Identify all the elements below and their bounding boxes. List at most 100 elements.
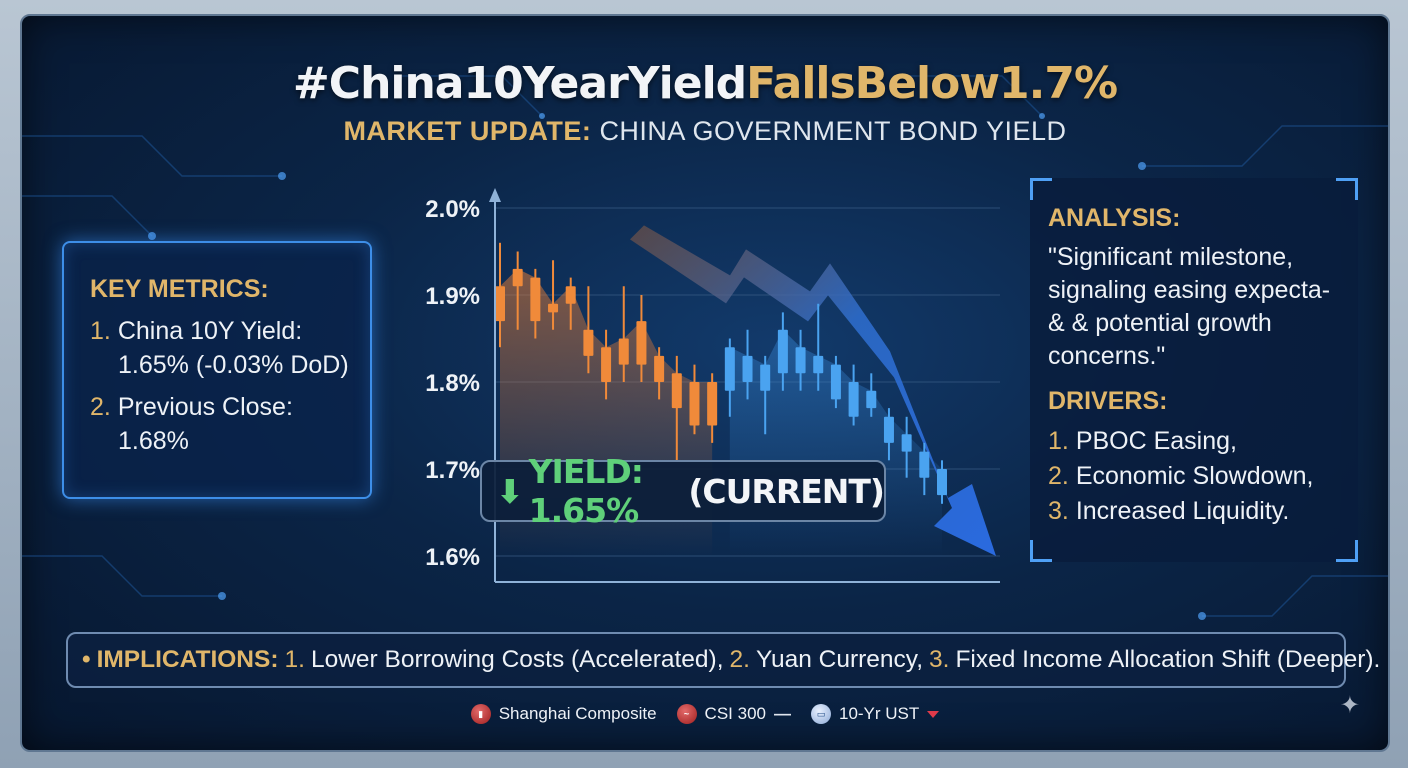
candle-body [901,434,912,452]
subtitle-part2: CHINA GOVERNMENT BOND YIELD [599,116,1067,146]
driver-text: Increased Liquidity. [1075,497,1290,525]
candle-body [848,382,859,417]
y-tick-label: 1.7% [425,457,480,484]
quote-line: concerns." [1048,342,1166,370]
callout-suffix: (CURRENT) [688,471,885,511]
driver-number: 1. [1048,427,1069,455]
quote-line: "Significant milestone, [1048,243,1294,271]
candle-body [830,364,841,400]
key-metrics-heading: KEY METRICS: [90,275,269,303]
driver-item: 2. Economic Slowdown, [1048,459,1358,494]
metric-item: 2. Previous Close: [90,390,370,424]
implication-text: Fixed Income Allocation Shift (Deeper). [955,646,1381,673]
y-tick-label: 1.9% [425,283,480,310]
driver-text: Economic Slowdown, [1075,462,1314,490]
metric-number: 2. [90,393,111,421]
implication-text: Yuan Currency, [755,646,924,673]
implications-bar: • IMPLICATIONS: 1. Lower Borrowing Costs… [66,632,1380,688]
ticker-10yr-ust[interactable]: ▭ 10-Yr UST [810,704,940,724]
ticker-label: Shanghai Composite [498,704,657,723]
metric-label: Previous Close: [117,393,293,421]
candle-body [795,347,806,374]
candle-body [565,286,576,304]
y-tick-label: 2.0% [425,196,480,223]
candle-body [548,303,559,313]
metric-value: 1.68% [118,427,189,455]
analysis-panel: ANALYSIS: "Significant milestone, signal… [1030,178,1358,562]
analysis-quote: "Significant milestone, signaling easing… [1048,241,1358,373]
candle-body [583,329,594,356]
y-tick-label: 1.6% [425,544,480,571]
corner-bracket [1336,540,1358,562]
implication-number: 3. [929,646,950,673]
ticker-csi-300[interactable]: ~ CSI 300 — [676,704,791,724]
candle-body [866,390,877,409]
candle-body [742,355,753,382]
title-part1: #China10YearYield [292,58,747,109]
y-axis-arrow [489,188,501,202]
page-title: #China10YearYieldFallsBelow1.7% [22,58,1388,109]
candle-body [813,355,824,374]
candle-body [530,277,541,322]
candle-body [919,451,930,478]
driver-text: PBOC Easing, [1075,427,1237,455]
down-arrow-icon: ⬇ [496,471,524,511]
candle-body [618,338,629,365]
key-metrics-panel: KEY METRICS: 1. China 10Y Yield: 1.65% (… [62,241,372,499]
implications-bullet: • [82,646,91,673]
quote-line: & & potential growth [1048,309,1272,337]
subtitle-part1: MARKET UPDATE: [343,116,592,146]
ticker-label: 10-Yr UST [838,704,920,723]
current-yield-callout: ⬇ YIELD: 1.65% (CURRENT) [480,452,886,530]
implication-text: Lower Borrowing Costs (Accelerated), [310,646,724,673]
metric-label: China 10Y Yield: [117,317,303,345]
shanghai-composite-icon: ▮ [470,704,491,724]
candle-body [601,347,612,382]
candle-body [636,321,647,365]
candle-body [707,382,718,426]
circuit-background [22,75,1388,620]
ticker-shanghai-composite[interactable]: ▮ Shanghai Composite [470,704,657,724]
metric-number: 1. [90,317,111,345]
candle-body [777,329,788,374]
corner-bracket [1030,540,1052,562]
metric-value: 1.65% (-0.03% DoD) [118,351,349,379]
driver-item: 1. PBOC Easing, [1048,424,1358,459]
implications-heading: IMPLICATIONS: [96,646,279,673]
ticker-strip: ▮ Shanghai Composite ~ CSI 300 — ▭ 10-Yr… [22,704,1388,724]
implication-number: 2. [729,646,750,673]
driver-number: 3. [1048,497,1069,525]
trend-arrow-down [630,225,996,556]
candle-body [671,373,682,409]
candle-body [654,355,665,382]
candle-body [883,416,894,443]
sparkle-icon: ✦ [1339,692,1360,719]
page-subtitle: MARKET UPDATE: CHINA GOVERNMENT BOND YIE… [22,116,1388,147]
driver-number: 2. [1048,462,1069,490]
corner-bracket [1030,178,1052,200]
ticker-label: CSI 300 [704,704,766,723]
us-treasury-icon: ▭ [810,704,831,724]
flat-trend-icon: — [773,704,791,723]
quote-line: signaling easing expecta- [1048,276,1331,304]
candle-body [689,382,700,426]
candle-body [937,469,947,496]
analysis-heading: ANALYSIS: [1048,204,1181,232]
implication-number: 1. [284,646,305,673]
yield-candlestick-chart: 2.0% 1.9% 1.8% 1.7% 1.6% [425,188,1000,583]
infographic-frame: #China10YearYieldFallsBelow1.7% MARKET U… [20,14,1390,752]
candle-body [760,364,771,391]
driver-item: 3. Increased Liquidity. [1048,494,1358,529]
metric-item: 1. China 10Y Yield: [90,314,370,348]
corner-bracket [1336,178,1358,200]
csi-300-icon: ~ [676,704,697,724]
callout-yield-label: YIELD: 1.65% [528,452,644,530]
drivers-heading: DRIVERS: [1048,387,1168,415]
candle-body [495,286,505,322]
title-part2: FallsBelow1.7% [746,58,1118,109]
candle-body [512,268,523,287]
down-triangle-icon [927,710,940,718]
candle-body [724,347,735,391]
y-tick-label: 1.8% [425,370,480,397]
drivers-section: DRIVERS: 1. PBOC Easing, 2. Economic Slo… [1048,387,1358,529]
